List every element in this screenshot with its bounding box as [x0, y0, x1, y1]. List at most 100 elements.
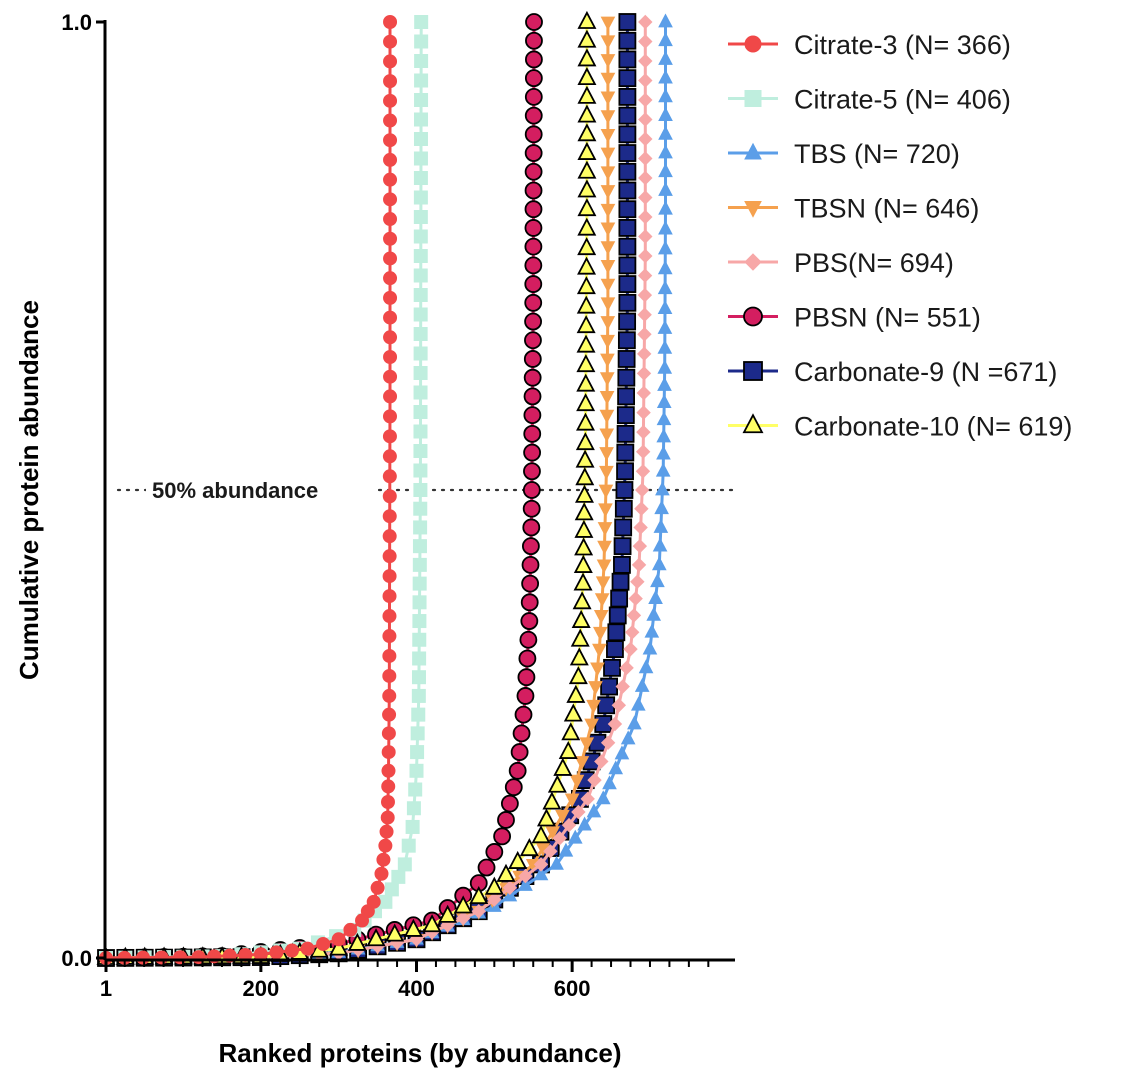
- data-point: [531, 825, 551, 844]
- data-point: [616, 462, 634, 481]
- data-point: [568, 666, 588, 685]
- data-point: [512, 724, 531, 743]
- data-point: [524, 106, 543, 125]
- data-point: [600, 16, 616, 31]
- reference-label-bg: [146, 474, 378, 502]
- data-point: [516, 687, 535, 705]
- data-point: [618, 69, 637, 88]
- data-point: [383, 172, 398, 187]
- data-point: [525, 13, 543, 31]
- data-point: [391, 869, 406, 884]
- data-point: [606, 640, 624, 659]
- data-point: [547, 774, 567, 793]
- data-point: [521, 555, 540, 574]
- data-point: [577, 141, 597, 160]
- data-point: [625, 625, 640, 640]
- data-point: [411, 688, 426, 703]
- data-point: [383, 231, 398, 246]
- data-point: [576, 334, 596, 353]
- data-point: [383, 133, 398, 148]
- data-point: [577, 29, 597, 48]
- data-point: [413, 229, 428, 244]
- data-point: [638, 112, 653, 127]
- data-point: [523, 368, 542, 387]
- data-point: [577, 256, 597, 275]
- data-point: [657, 260, 673, 275]
- data-point: [577, 237, 597, 256]
- data-point: [608, 760, 624, 775]
- data-point: [657, 339, 673, 354]
- data-point: [634, 482, 650, 498]
- data-point: [384, 882, 399, 897]
- data-point: [577, 10, 597, 29]
- data-point: [636, 405, 651, 420]
- data-point: [657, 359, 673, 374]
- data-point: [636, 424, 651, 440]
- data-point: [383, 74, 398, 89]
- data-point: [414, 73, 429, 88]
- data-point: [616, 406, 635, 425]
- legend-label: Citrate-3 (N= 366): [794, 30, 1011, 60]
- data-point: [413, 288, 428, 302]
- data-point: [521, 574, 540, 593]
- data-point: [413, 249, 428, 263]
- data-point: [586, 803, 602, 818]
- data-point: [656, 394, 672, 409]
- data-point: [656, 411, 672, 426]
- data-point: [383, 192, 398, 207]
- data-point: [642, 640, 658, 655]
- data-point: [383, 349, 398, 364]
- data-point: [576, 295, 596, 314]
- data-point: [502, 880, 518, 896]
- data-point: [633, 520, 648, 535]
- data-point: [504, 778, 523, 797]
- data-point: [632, 538, 648, 554]
- data-point: [383, 330, 398, 345]
- data-point: [413, 463, 428, 478]
- data-point: [607, 623, 626, 642]
- data-point: [595, 576, 611, 591]
- data-point: [648, 590, 663, 604]
- data-point: [519, 630, 538, 649]
- legend-label: TBSN (N= 646): [794, 194, 979, 224]
- data-point: [653, 518, 669, 533]
- data-point: [658, 163, 673, 178]
- data-point: [383, 93, 398, 108]
- data-point: [623, 641, 638, 657]
- data-point: [600, 147, 616, 162]
- data-point: [412, 576, 427, 591]
- data-point: [382, 629, 397, 644]
- data-point: [524, 237, 543, 256]
- data-point: [571, 609, 591, 628]
- data-point: [593, 610, 609, 624]
- data-point: [413, 346, 428, 361]
- data-point: [523, 443, 542, 462]
- x-axis-title: Ranked proteins (by abundance): [218, 1038, 621, 1068]
- data-point: [413, 405, 428, 419]
- data-point: [646, 606, 662, 621]
- data-point: [524, 275, 543, 293]
- data-point: [316, 936, 331, 951]
- data-point: [408, 782, 423, 797]
- data-point: [524, 181, 543, 200]
- data-point: [553, 757, 573, 776]
- data-point: [269, 945, 284, 960]
- legend-label: PBS(N= 694): [794, 248, 954, 278]
- data-point: [575, 467, 595, 486]
- data-point: [382, 609, 397, 624]
- x-tick-label: 1: [100, 976, 112, 1001]
- legend-item-citrate-3-n-366: Citrate-3 (N= 366): [728, 30, 1011, 60]
- data-point: [638, 229, 653, 244]
- data-point: [573, 554, 593, 573]
- reference-line-label: 50% abundance: [152, 478, 318, 503]
- data-point: [579, 737, 595, 752]
- data-point: [524, 219, 543, 237]
- data-point: [558, 842, 574, 857]
- data-point: [657, 280, 673, 295]
- data-point: [638, 92, 653, 108]
- data-point: [638, 659, 654, 674]
- data-point: [576, 354, 596, 373]
- data-point: [561, 817, 577, 833]
- plot-area: 50% abundance: [96, 10, 737, 967]
- data-point: [413, 483, 428, 497]
